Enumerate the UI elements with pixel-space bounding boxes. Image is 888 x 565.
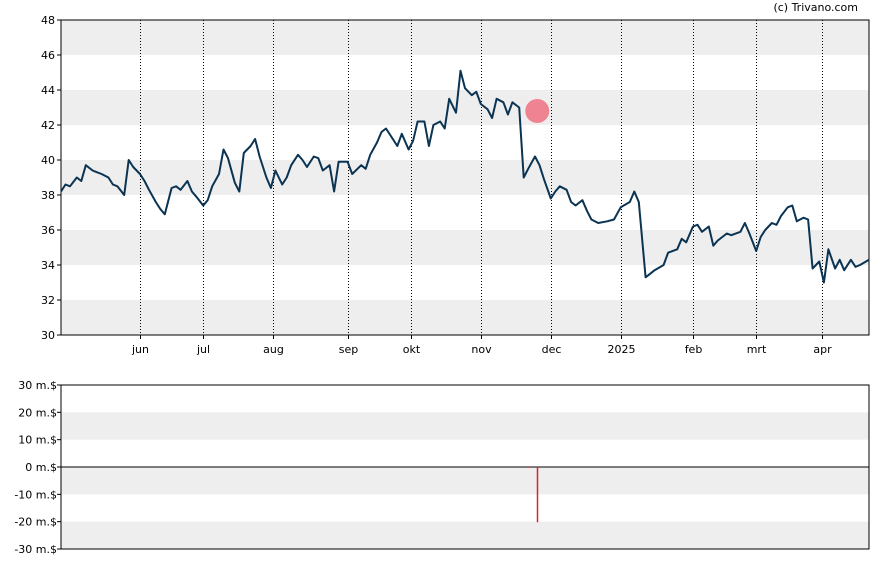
y-tick-label: 0 m.$: [25, 461, 57, 474]
x-tick-label-dec: dec: [542, 343, 562, 356]
grid-band: [61, 467, 869, 495]
x-tick-label-okt: okt: [403, 343, 421, 356]
event-marker: [525, 99, 550, 123]
x-tick-label-jul: jul: [196, 343, 210, 356]
plot-frame: [60, 384, 870, 550]
x-tick-label-mrt: mrt: [747, 343, 767, 356]
y-tick-label: 48: [41, 14, 55, 27]
grid-band: [61, 20, 869, 55]
grid-band: [61, 230, 869, 265]
y-tick-label: 46: [41, 49, 55, 62]
y-tick-label: 30 m.$: [18, 379, 57, 392]
y-tick-label: 10 m.$: [18, 434, 57, 447]
x-tick-label-2025: 2025: [608, 343, 636, 356]
grid-band: [61, 521, 869, 549]
y-tick-label: 20 m.$: [18, 406, 57, 419]
grid-band: [61, 160, 869, 195]
y-tick-label: 40: [41, 154, 55, 167]
grid-band: [61, 90, 869, 125]
grid-band: [61, 300, 869, 335]
y-tick-label: 44: [41, 84, 55, 97]
plot-frame: [60, 19, 870, 336]
y-tick-label: 38: [41, 189, 55, 202]
y-tick-label: 32: [41, 294, 55, 307]
y-tick-label: -10 m.$: [14, 488, 57, 501]
x-tick-label-jun: jun: [131, 343, 149, 356]
y-tick-label: 34: [41, 259, 55, 272]
y-tick-label: 36: [41, 224, 55, 237]
x-tick-label-sep: sep: [339, 343, 358, 356]
x-tick-label-feb: feb: [685, 343, 703, 356]
volume-chart: 30 m.$ 20 m.$ 10 m.$ 0 m.$ -10 m.$ -20 m.$ -30…: [14, 379, 870, 556]
grid-band: [61, 412, 869, 440]
y-tick-label: 42: [41, 119, 55, 132]
price-line: [60, 69, 870, 284]
price-chart: jun jul aug sep okt nov dec 2025 feb mrt apr 30 32 34…: [41, 14, 870, 356]
x-tick-label-apr: apr: [813, 343, 832, 356]
y-tick-label: -30 m.$: [14, 543, 57, 556]
copyright-credit: (c) Trivano.com: [773, 1, 858, 14]
x-tick-label-nov: nov: [471, 343, 492, 356]
y-tick-label: 30: [41, 329, 55, 342]
x-tick-label-aug: aug: [263, 343, 284, 356]
y-tick-label: -20 m.$: [14, 516, 57, 529]
